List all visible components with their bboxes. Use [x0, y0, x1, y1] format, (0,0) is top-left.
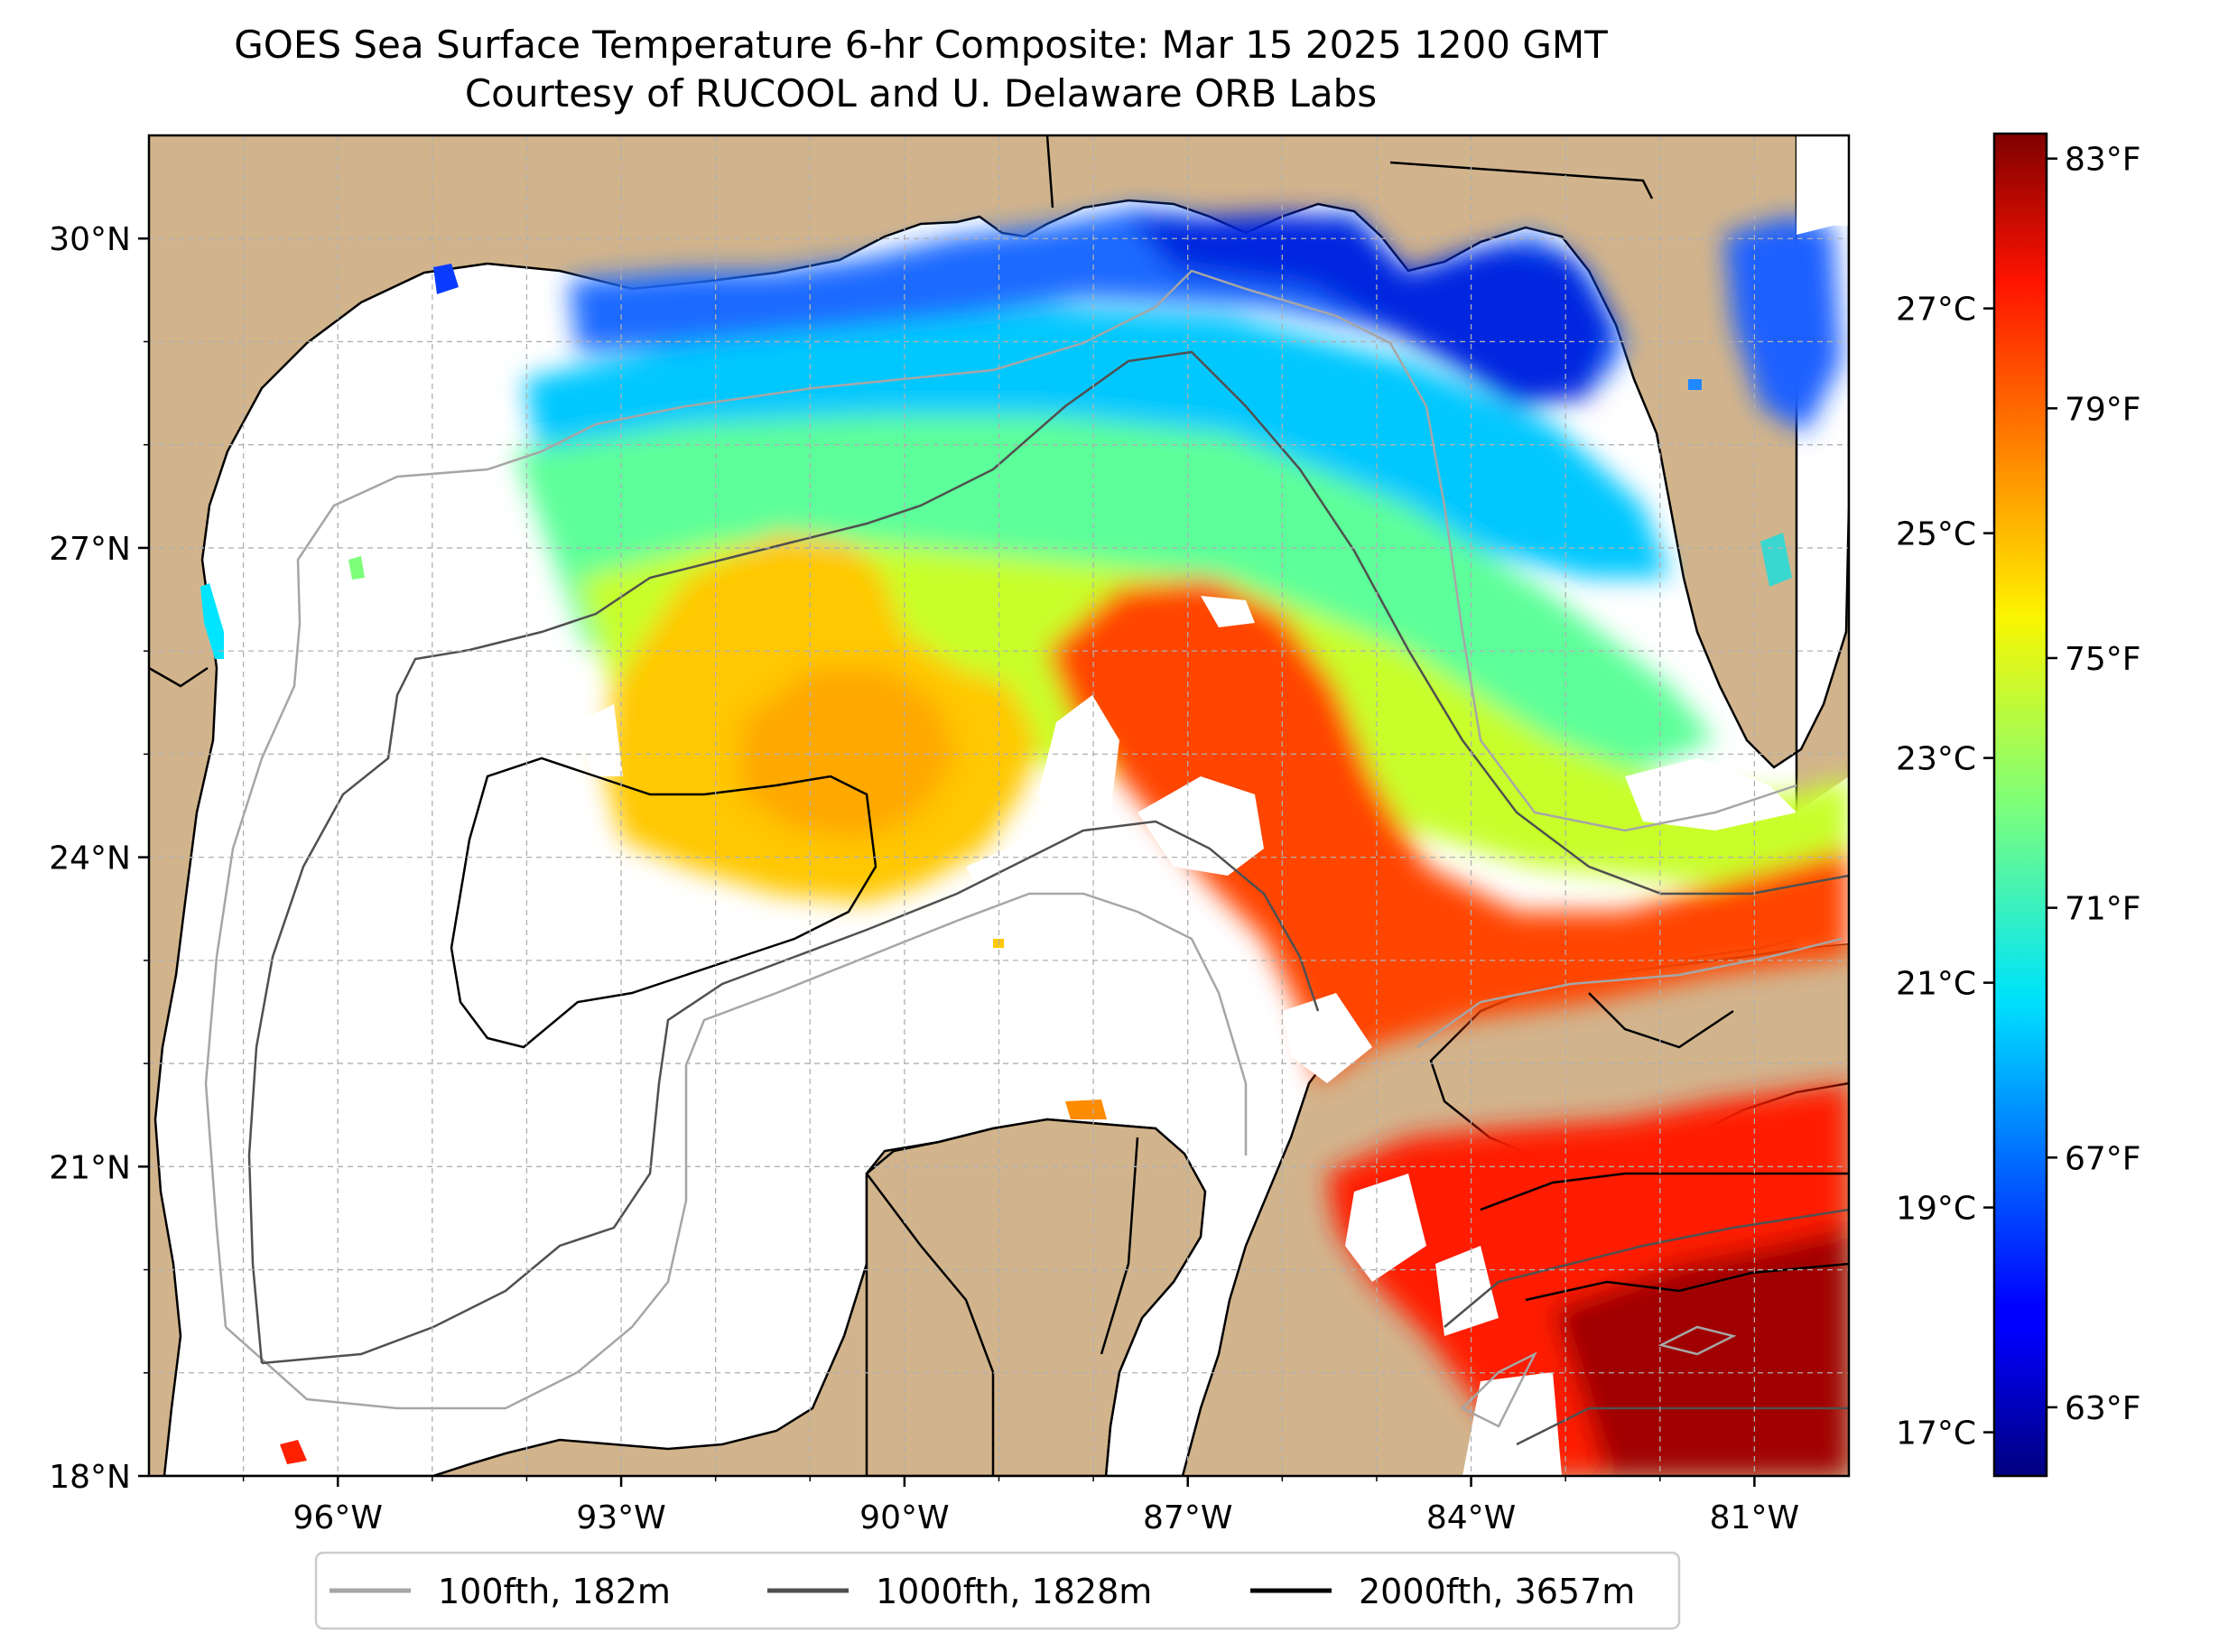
- isobath-1000fth: [247, 350, 1849, 1446]
- legend-box: [314, 1551, 1681, 1630]
- sst-apalachee-deep: [1128, 213, 1616, 406]
- fahrenheit-tick-label: 71°F: [2065, 891, 2141, 928]
- legend-label: 2000fth, 3657m: [1359, 1572, 1635, 1611]
- coastal-sst-specks: [200, 264, 1792, 1464]
- y-tick-label: 27°N: [49, 531, 131, 568]
- fahrenheit-tick-label: 79°F: [2065, 391, 2141, 428]
- x-tick-label: 90°W: [859, 1499, 949, 1536]
- fahrenheit-tick-label: 67°F: [2065, 1140, 2141, 1177]
- y-tick-label: 30°N: [49, 221, 131, 258]
- celsius-tick-label: 17°C: [1896, 1415, 1976, 1452]
- x-tick-label: 87°W: [1143, 1499, 1232, 1536]
- y-tick-label: 21°N: [49, 1149, 131, 1186]
- colorbar: 17°C 19°C 21°C 23°C 25°C 27°C 63°F 67°F 71°F 75°…: [1896, 132, 2141, 1478]
- celsius-tick-label: 23°C: [1896, 741, 1976, 778]
- x-tick-label: 84°W: [1426, 1499, 1516, 1536]
- colorbar-gradient: [1992, 132, 2048, 1478]
- y-tick-label: 18°N: [49, 1459, 131, 1496]
- yucatan-land: [865, 1118, 1207, 1476]
- isobath-100fth: [204, 269, 1843, 1428]
- y-axis: 30°N 27°N 24°N 21°N 18°N: [49, 221, 149, 1496]
- x-axis: 96°W 93°W 90°W 87°W 84°W 81°W: [242, 1476, 1799, 1536]
- gridlines: [149, 135, 1849, 1476]
- x-tick-label: 96°W: [293, 1499, 383, 1536]
- figure-title: GOES Sea Surface Temperature 6-hr Compos…: [234, 23, 1608, 67]
- isobath-2000fth: [450, 756, 1849, 1302]
- sst-east-florida: [1724, 217, 1842, 433]
- fahrenheit-tick-label: 63°F: [2065, 1390, 2141, 1427]
- figure-subtitle: Courtesy of RUCOOL and U. Delaware ORB L…: [464, 71, 1378, 116]
- sst-east-red: [1047, 578, 1849, 1083]
- map-panel: [149, 135, 1849, 1476]
- legend: 100fth, 182m 1000fth, 1828m 2000fth, 3657m: [314, 1551, 1681, 1630]
- legend-label: 100fth, 182m: [438, 1572, 671, 1611]
- celsius-tick-label: 27°C: [1896, 292, 1976, 329]
- x-tick-label: 93°W: [576, 1499, 665, 1536]
- no-data-patches: [578, 135, 1849, 1476]
- borders: [149, 135, 1734, 1476]
- x-tick-label: 81°W: [1710, 1499, 1799, 1536]
- fahrenheit-tick-label: 83°F: [2065, 142, 2141, 179]
- colorbar-celsius-ticks: 17°C 19°C 21°C 23°C 25°C 27°C: [1896, 292, 1994, 1452]
- fahrenheit-tick-label: 75°F: [2065, 641, 2141, 678]
- colorbar-fahrenheit-ticks: 63°F 67°F 71°F 75°F 79°F 83°F: [2047, 142, 2141, 1427]
- celsius-tick-label: 25°C: [1896, 516, 1976, 553]
- celsius-tick-label: 19°C: [1896, 1191, 1976, 1228]
- celsius-tick-label: 21°C: [1896, 966, 1976, 1003]
- y-tick-label: 24°N: [49, 840, 131, 877]
- legend-label: 1000fth, 1828m: [876, 1572, 1152, 1611]
